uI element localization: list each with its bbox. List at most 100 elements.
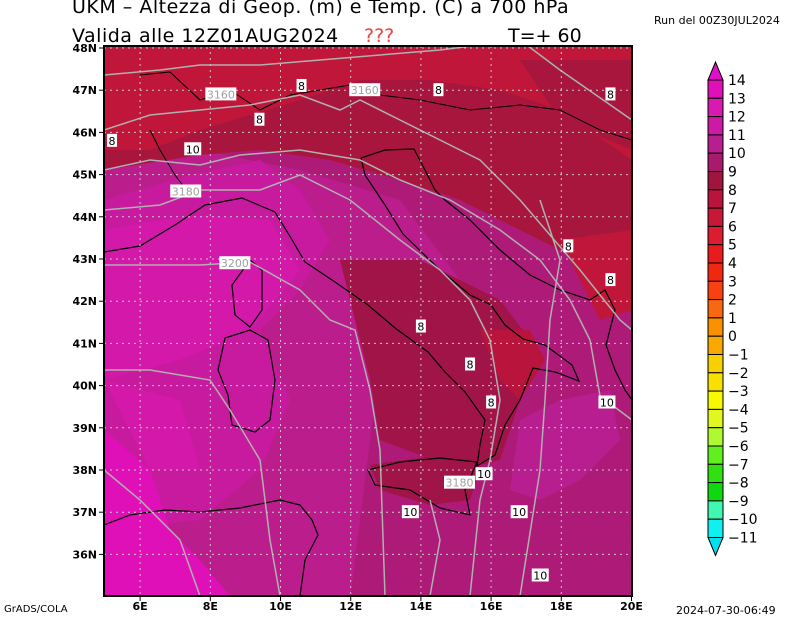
- valid-time: Valida alle 12Z01AUG2024: [72, 25, 339, 47]
- temperature-label: 8: [607, 88, 614, 101]
- temperature-label: 8: [417, 321, 424, 334]
- temperature-label: 10: [186, 143, 200, 156]
- colorbar-label: 9: [728, 165, 737, 181]
- lat-tick-label: 42N: [72, 295, 97, 308]
- colorbar-label: 12: [728, 110, 746, 126]
- contour-label-bg: [433, 83, 444, 97]
- contour-label-bg: [531, 568, 549, 582]
- coastlines: [104, 71, 632, 596]
- contour-label-bg: [605, 87, 616, 101]
- colorbar-swatch: [707, 189, 724, 209]
- colorbar-swatch: [707, 335, 724, 356]
- coastline-sardinia: [217, 329, 276, 433]
- temperature-label: 8: [488, 396, 495, 409]
- geopotential-label: 3160: [207, 88, 235, 101]
- colorbar-swatch: [707, 171, 724, 191]
- lon-tick-label: 14E: [409, 600, 432, 613]
- colorbar-swatch: [707, 482, 724, 502]
- geopotential-label: 3200: [221, 257, 249, 270]
- colorbar-top-arrow: [707, 60, 724, 81]
- contour-label-bg: [598, 395, 616, 409]
- colorbar-swatch: [707, 463, 724, 484]
- contour-label-bg: [254, 112, 265, 126]
- lat-tick-label: 45N: [72, 169, 97, 182]
- colorbar-swatch: [707, 408, 724, 429]
- colorbar-swatch: [707, 317, 724, 337]
- chart-title: UKM – Altezza di Geop. (m) e Temp. (C) a…: [72, 0, 570, 18]
- colorbar-label: −9: [728, 494, 749, 510]
- temperature-label: 8: [565, 240, 572, 253]
- colorbar-label: −3: [728, 384, 749, 400]
- colorbar-label: 11: [728, 128, 746, 144]
- colorbar-label: −1: [728, 348, 749, 364]
- lon-tick-label: 18E: [550, 600, 573, 613]
- fill-12-13: [104, 215, 300, 380]
- geopotential-label: 3180: [172, 185, 200, 198]
- run-time: Run del 00Z30JUL2024: [654, 14, 780, 27]
- colorbar-swatch: [707, 299, 724, 319]
- colorbar-label: −6: [728, 439, 749, 455]
- isohypse-3170b: [519, 199, 561, 596]
- colorbar-swatch: [707, 207, 724, 227]
- lon-tick-label: 16E: [480, 600, 503, 613]
- colorbar-swatch: [707, 518, 724, 539]
- lat-tick-label: 37N: [72, 506, 97, 519]
- isohypse-3210: [104, 369, 281, 596]
- contour-label-bg: [170, 184, 202, 198]
- colorbar-swatch: [707, 244, 724, 264]
- coastline-north-africa: [104, 499, 319, 596]
- colorbar-label: 1: [728, 311, 737, 327]
- coastline-corsica: [231, 259, 263, 328]
- axes: 6E 8E 10E 12E 14E 16E 18E 20E 48N 47N 46N 45N 44N 43N…: [72, 42, 642, 613]
- isohypse-3220: [104, 469, 201, 596]
- lat-tick-label: 47N: [72, 84, 97, 97]
- lon-tick-label: 6E: [133, 600, 148, 613]
- colorbar-swatch: [707, 372, 724, 392]
- fill-8-9-sicily: [370, 455, 480, 505]
- colorbar-swatch: [707, 152, 724, 172]
- lon-tick-label: 12E: [339, 600, 362, 613]
- colorbar-label: 8: [728, 183, 737, 199]
- coastline-france-italy: [104, 148, 581, 468]
- isohypse-3200: [104, 261, 386, 596]
- contour-label-bg: [296, 78, 307, 92]
- lat-tick-label: 41N: [72, 337, 97, 350]
- coastline-sicily: [367, 457, 478, 516]
- isohypse-3180: [104, 149, 632, 421]
- temperature-label: 10: [512, 506, 526, 519]
- contour-label-bg: [219, 256, 251, 270]
- contour-label-bg: [605, 273, 616, 287]
- lat-tick-label: 48N: [72, 42, 97, 55]
- colorbar-swatch: [707, 354, 724, 374]
- lat-tick-label: 38N: [72, 464, 97, 477]
- colorbar-swatch: [707, 427, 724, 447]
- lon-tick-label: 10E: [269, 600, 292, 613]
- colorbar-swatch: [707, 280, 724, 301]
- colorbar-label: 14: [728, 73, 746, 89]
- colorbar-swatch: [707, 390, 724, 410]
- temperature-label: 8: [467, 359, 474, 372]
- lon-tick-label: 20E: [620, 600, 643, 613]
- colorbar-label: 6: [728, 219, 737, 235]
- colorbar-label: 7: [728, 201, 737, 217]
- contour-label-bg: [563, 239, 574, 253]
- contour-label-bg: [184, 142, 202, 156]
- colorbar-label: 10: [728, 146, 746, 162]
- fill-8-9-balkans: [520, 60, 632, 150]
- geopotential-label: 3160: [351, 84, 379, 97]
- colorbar-label: 2: [728, 293, 737, 309]
- contour-label-bg: [107, 133, 118, 147]
- fill-7-8-calabria: [480, 330, 545, 400]
- colorbar: 14131211109876543210−1−2−3−4−5−6−7−8−9−1…: [707, 60, 758, 557]
- colorbar-swatch: [707, 445, 724, 465]
- fill-10-11-ionian: [510, 390, 620, 500]
- colorbar-label: −7: [728, 457, 749, 473]
- temperature-label: 10: [533, 570, 547, 583]
- temperature-fill: [104, 46, 632, 596]
- colorbar-swatch: [707, 134, 724, 154]
- temperature-label: 8: [435, 84, 442, 97]
- lat-tick-label: 39N: [72, 422, 97, 435]
- colorbar-label: −8: [728, 476, 749, 492]
- colorbar-swatch: [707, 262, 724, 282]
- colorbar-label: 13: [728, 91, 746, 107]
